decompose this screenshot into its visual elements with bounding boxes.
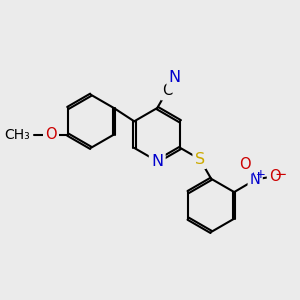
Text: C: C [162,83,172,98]
Text: O: O [240,157,251,172]
Text: −: − [275,167,287,182]
Text: O: O [269,169,281,184]
Text: S: S [195,152,205,167]
Text: +: + [255,168,265,181]
Text: CH₃: CH₃ [4,128,30,142]
Text: N: N [169,70,181,85]
Text: N: N [250,172,261,187]
Text: N: N [151,154,163,169]
Text: O: O [45,127,57,142]
